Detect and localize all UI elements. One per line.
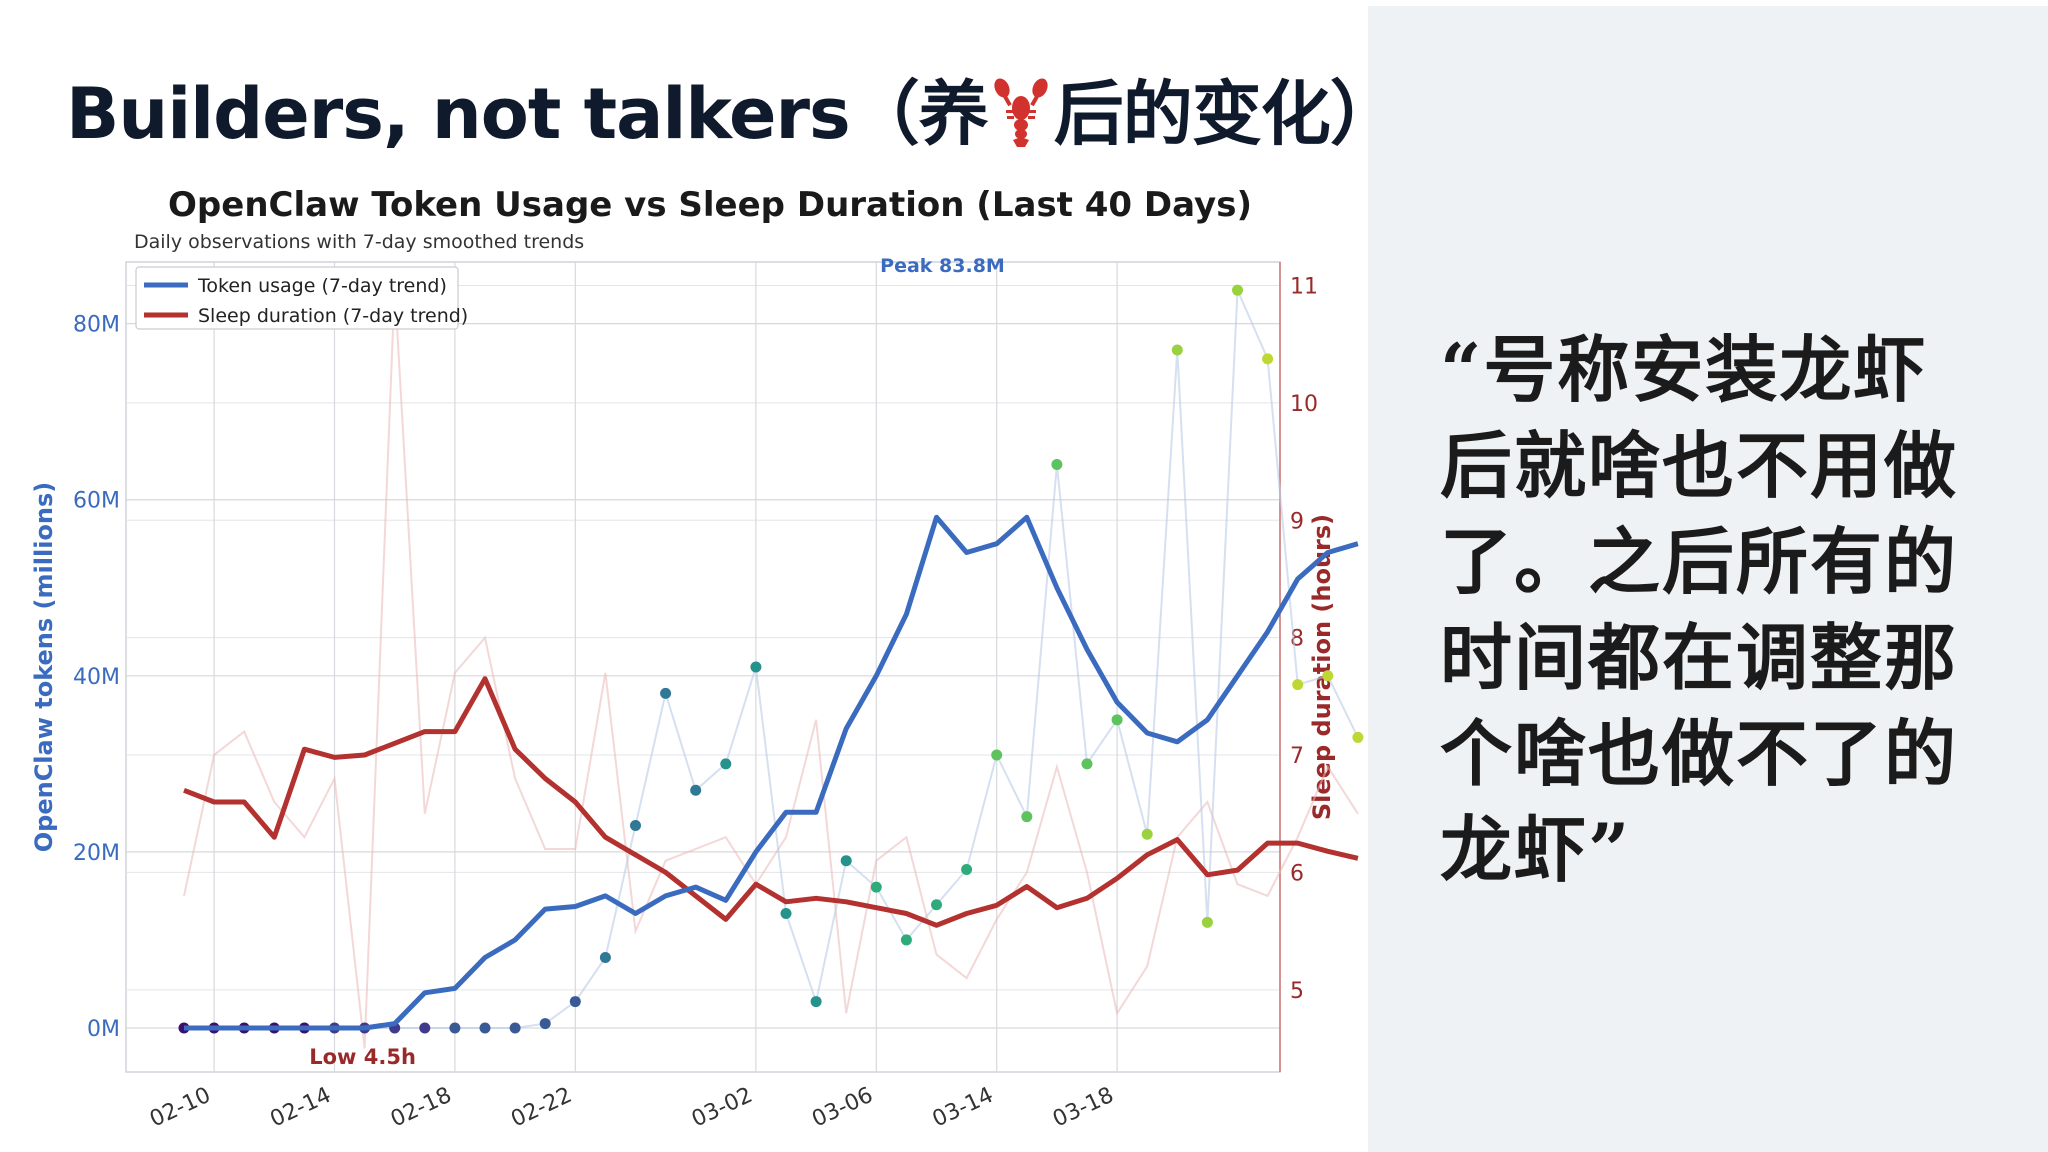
x-tick-label: 03-06 [808, 1083, 877, 1133]
x-tick-label: 02-10 [146, 1083, 215, 1133]
token-daily-point [1201, 916, 1213, 928]
token-daily-point [630, 819, 641, 831]
token-daily-point [1141, 828, 1153, 840]
token-daily-point [1292, 679, 1304, 691]
token-daily-point [750, 661, 762, 673]
token-daily-point [1262, 353, 1274, 365]
token-daily-point [991, 749, 1003, 761]
token-daily-point [599, 952, 611, 964]
token-daily-point [1081, 758, 1093, 770]
x-tick-label: 03-14 [929, 1083, 998, 1133]
token-daily-point [931, 899, 942, 911]
token-daily-point [1171, 344, 1183, 356]
token-daily-point [1322, 670, 1334, 682]
token-daily-point [1111, 714, 1123, 726]
x-tick-label: 03-02 [688, 1083, 757, 1133]
token-daily-point [479, 1022, 491, 1034]
token-daily-point [449, 1022, 461, 1034]
y2-tick-label: 9 [1290, 509, 1304, 534]
token-daily-point [720, 758, 732, 770]
sleep-daily-line [183, 285, 1359, 1049]
token-daily-point [569, 996, 581, 1008]
sleep-trend-line [183, 676, 1359, 928]
token-trend-line [184, 514, 1359, 1031]
token-daily-point [1021, 811, 1033, 823]
token-daily-point [1352, 731, 1364, 743]
token-daily-point [419, 1022, 431, 1034]
x-tick-label: 03-18 [1049, 1083, 1118, 1133]
slide-title-suffix: 后的变化） [1053, 73, 1400, 155]
token-daily-point [539, 1018, 551, 1030]
lobster-icon [992, 78, 1050, 165]
low-annotation: Low 4.5h [309, 1045, 416, 1069]
x-tick-label: 02-18 [387, 1083, 456, 1133]
chart-title: OpenClaw Token Usage vs Sleep Duration (… [168, 185, 1252, 225]
token-daily-point [660, 687, 672, 699]
plot-area [125, 261, 1281, 1073]
x-tick-label: 02-14 [267, 1083, 336, 1133]
y2-tick-label: 10 [1290, 392, 1318, 417]
y2-tick-label: 7 [1290, 744, 1304, 769]
token-daily-point [810, 996, 822, 1008]
token-daily-point [961, 864, 973, 875]
token-daily-point [840, 855, 852, 867]
y-tick-label: 40M [73, 665, 120, 690]
y2-tick-label: 5 [1290, 979, 1304, 1004]
y-tick-label: 80M [73, 313, 120, 338]
token-daily-point [870, 881, 882, 893]
token-daily-point [690, 784, 702, 796]
y-tick-label: 60M [73, 489, 120, 514]
slide-title-text: Builders, not talkers（养 [66, 73, 989, 155]
token-daily-point [900, 934, 912, 946]
legend-box [135, 266, 459, 330]
token-daily-point [1232, 284, 1243, 296]
y-tick-label: 20M [73, 841, 120, 866]
quote-text: “号称安装龙虾后就啥也不用做了。之后所有的时间都在调整那个啥也做不了的龙虾” [1440, 327, 1959, 892]
y-axis-label: OpenClaw tokens (millions) [30, 482, 58, 853]
legend-label-sleep: Sleep duration (7-day trend) [198, 305, 468, 327]
slide-title: Builders, not talkers（养 后的变化） [66, 58, 1400, 165]
y-tick-label: 0M [87, 1017, 120, 1042]
x-tick-label: 02-22 [507, 1083, 576, 1133]
quote-panel [1368, 6, 2048, 1152]
y2-tick-label: 6 [1290, 861, 1304, 886]
legend-label-token: Token usage (7-day trend) [197, 275, 447, 297]
token-daily-point [509, 1022, 521, 1034]
chart-subtitle: Daily observations with 7-day smoothed t… [134, 231, 584, 253]
token-daily-point [780, 908, 792, 920]
token-daily-point [1051, 459, 1063, 470]
peak-annotation: Peak 83.8M [880, 255, 1005, 277]
y2-tick-label: 11 [1290, 274, 1318, 299]
